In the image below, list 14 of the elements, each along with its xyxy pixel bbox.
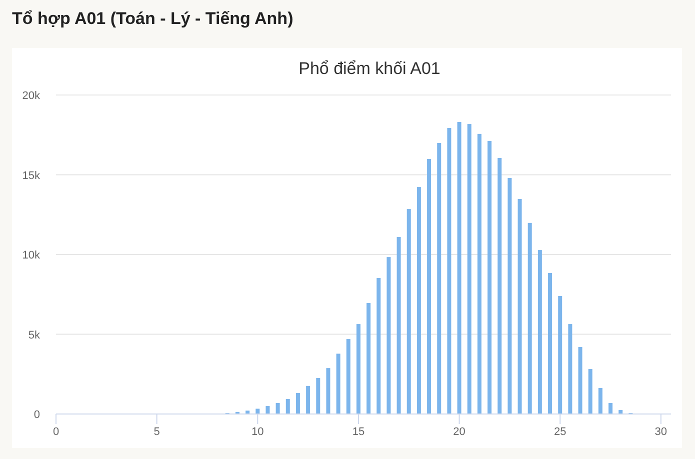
x-tick-label: 15 xyxy=(352,426,365,438)
y-tick-label: 0 xyxy=(34,409,40,421)
y-tick-label: 20k xyxy=(22,90,40,102)
chart-subtitle: Phổ điểm khối A01 xyxy=(298,59,440,78)
x-tick-label: 25 xyxy=(554,426,566,438)
x-tick-label: 5 xyxy=(154,426,160,438)
x-tick-label: 30 xyxy=(654,426,668,438)
x-tick-label: 10 xyxy=(252,426,264,438)
chart-title: Tổ hợp A01 (Toán - Lý - Tiếng Anh) xyxy=(12,9,294,28)
y-tick-label: 15k xyxy=(22,170,40,182)
x-tick-label: 20 xyxy=(453,426,466,438)
x-tick-label: 0 xyxy=(52,426,60,438)
y-tick-label: 5k xyxy=(28,329,40,342)
y-tick-label: 10k xyxy=(22,250,40,262)
